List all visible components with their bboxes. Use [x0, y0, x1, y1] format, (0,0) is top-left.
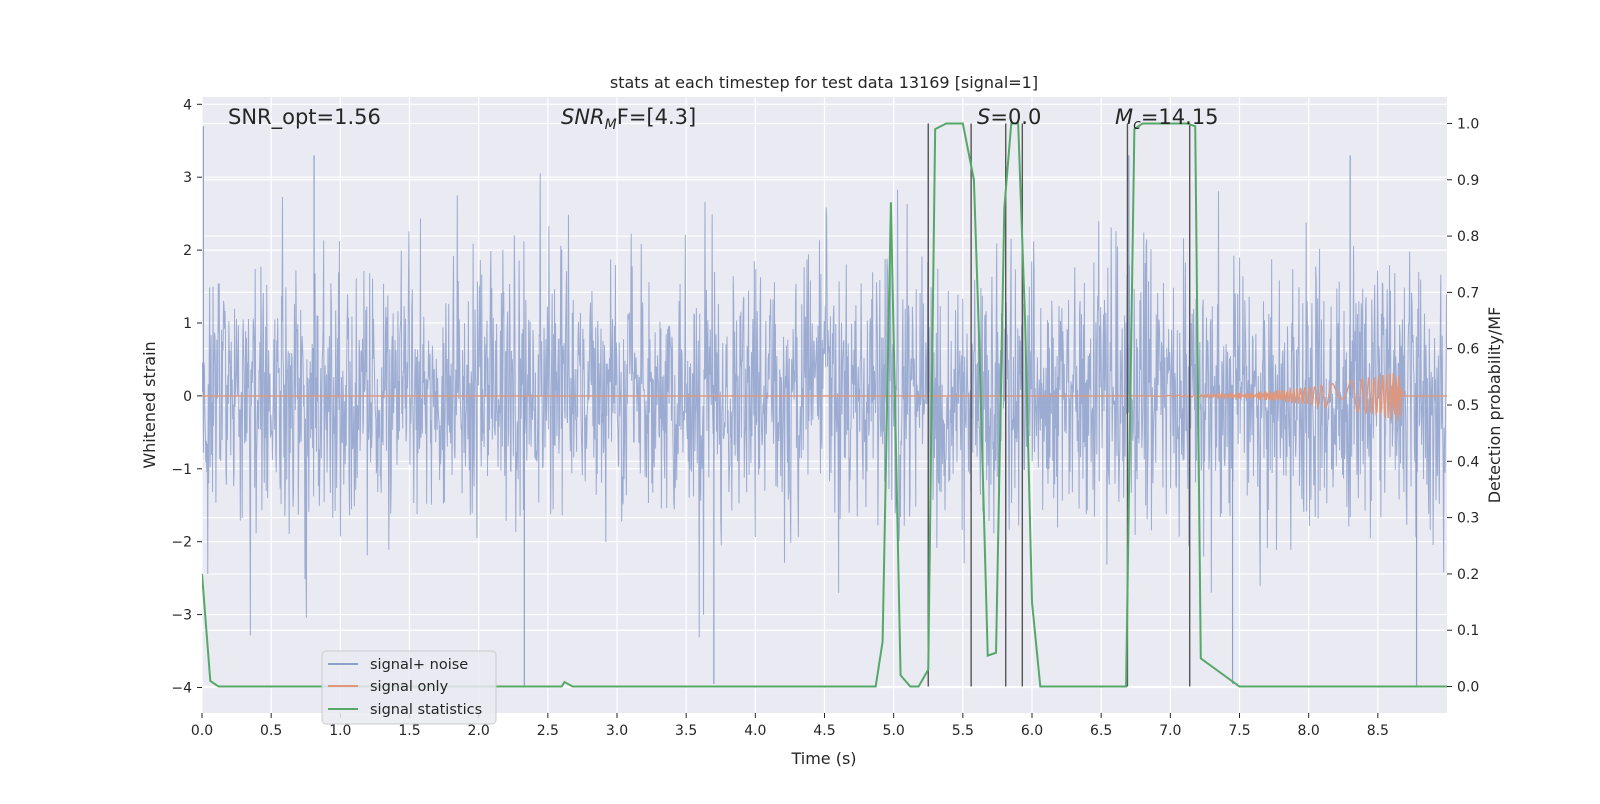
- annotation-mc: Mc=14.15: [1115, 105, 1219, 133]
- y-right-tick-label: 0.2: [1457, 567, 1479, 583]
- legend-box: [321, 650, 497, 725]
- y-left-tick-label: 1: [183, 316, 192, 332]
- x-tick-label: 4.0: [744, 723, 766, 739]
- x-tick-label: 2.5: [537, 723, 559, 739]
- annotation-mc-rest: =14.15: [1141, 105, 1219, 129]
- x-tick-label: 0.5: [260, 723, 282, 739]
- legend-label-signal-statistics: signal statistics: [370, 702, 482, 718]
- annotation-mc-base: M: [1115, 105, 1133, 129]
- annotation-s: S=0.0: [977, 105, 1041, 129]
- annotation-s-rest: =0.0: [990, 105, 1041, 129]
- data-layer: [202, 122, 1447, 688]
- y-left-tick-label: −3: [171, 608, 192, 624]
- y-right-tick-label: 0.9: [1457, 173, 1479, 189]
- series-signal-noise-line: [202, 173, 1447, 638]
- annotation-snr-mf-base: SNR: [561, 105, 605, 129]
- legend-label-signal-noise: signal+ noise: [370, 657, 468, 673]
- x-tick-label: 4.5: [813, 723, 835, 739]
- x-tick-label: 1.5: [398, 723, 420, 739]
- y-left-tick-label: −2: [171, 535, 192, 551]
- y-axis-label-left: Whitened strain: [140, 341, 159, 468]
- x-tick-label: 6.0: [1021, 723, 1043, 739]
- x-tick-label: 8.0: [1298, 723, 1320, 739]
- y-left-tick-label: −1: [171, 462, 192, 478]
- series-signal-only-line: [202, 372, 1447, 421]
- y-right-tick-label: 0.6: [1457, 342, 1479, 358]
- y-left-tick-label: 4: [183, 97, 192, 113]
- y-right-tick-label: 1.0: [1457, 116, 1479, 132]
- annotation-snr-mf-sub: M: [605, 117, 617, 133]
- x-tick-label: 0.0: [191, 723, 213, 739]
- x-tick-label: 3.5: [675, 723, 697, 739]
- x-tick-label: 3.0: [606, 723, 628, 739]
- y-left-tick-label: −4: [171, 680, 192, 696]
- series-signal-statistics-line: [202, 122, 1447, 688]
- annotation-snr-mf-rest: F=[4.3]: [617, 105, 696, 129]
- annotation-s-italic: S: [977, 105, 990, 129]
- tick-layer: 0.0 0.5 1.0 1.5 2.0 2.5 3.0 3.5 4.0 4.5 5.0 5.5 6.0 6…: [171, 97, 1479, 739]
- x-tick-label: 5.5: [952, 723, 974, 739]
- y-right-tick-label: 0.4: [1457, 454, 1479, 470]
- annotation-mc-sub: c: [1133, 117, 1141, 133]
- y-left-tick-label: 0: [183, 389, 192, 405]
- x-tick-label: 2.0: [468, 723, 490, 739]
- x-tick-label: 6.5: [1090, 723, 1112, 739]
- y-left-tick-label: 2: [183, 243, 192, 259]
- y-right-tick-label: 0.8: [1457, 229, 1479, 245]
- y-left-tick-label: 3: [183, 170, 192, 186]
- x-tick-label: 5.0: [883, 723, 905, 739]
- x-tick-label: 1.0: [329, 723, 351, 739]
- y-right-tick-label: 0.5: [1457, 398, 1479, 414]
- y-right-tick-label: 0.1: [1457, 623, 1479, 639]
- legend: signal+ noise signal only signal statist…: [321, 650, 497, 725]
- y-right-tick-label: 0.7: [1457, 285, 1479, 301]
- x-tick-label: 7.5: [1228, 723, 1250, 739]
- y-axis-label-right: Detection probability/MF: [1485, 307, 1504, 504]
- y-right-tick-label: 0.3: [1457, 511, 1479, 527]
- x-tick-label: 7.0: [1159, 723, 1181, 739]
- x-axis-label: Time (s): [790, 749, 856, 768]
- legend-label-signal-only: signal only: [370, 679, 449, 695]
- x-tick-label: 8.5: [1367, 723, 1389, 739]
- annotation-snr-opt: SNR_opt=1.56: [228, 105, 381, 130]
- annotation-snr-mf: SNRMF=[4.3]: [561, 105, 696, 133]
- chart-title: stats at each timestep for test data 131…: [610, 73, 1038, 92]
- y-right-tick-label: 0.0: [1457, 680, 1479, 696]
